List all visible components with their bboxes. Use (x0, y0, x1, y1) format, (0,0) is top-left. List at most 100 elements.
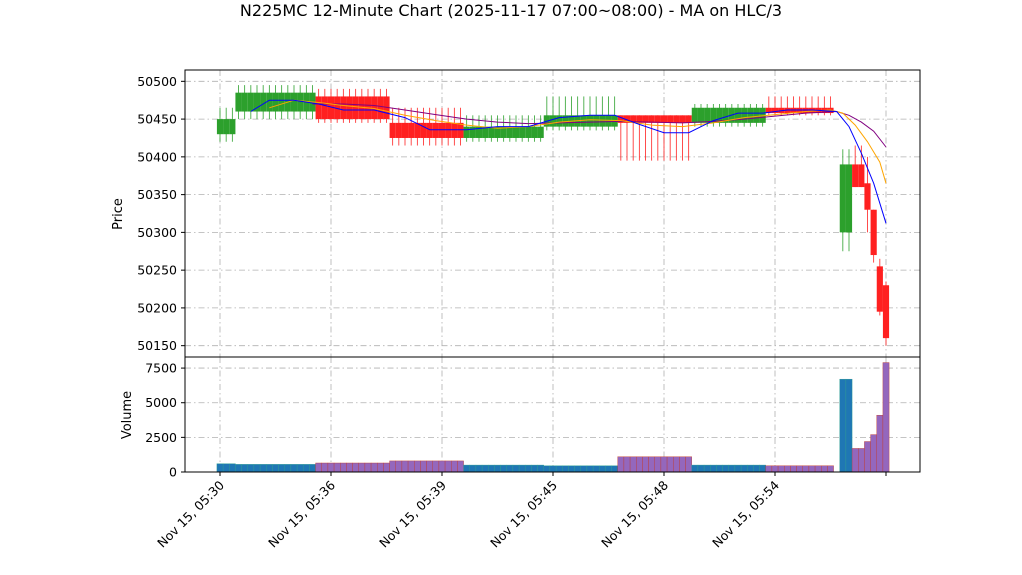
volume-bar (740, 464, 748, 473)
candle-body (475, 126, 483, 138)
candle-body (315, 96, 322, 120)
price-tick-label: 50200 (137, 300, 177, 315)
volume-bar (481, 464, 489, 473)
candle-body (586, 115, 594, 127)
candle-body (500, 126, 507, 138)
volume-bar (525, 464, 532, 473)
volume-bar (747, 464, 754, 473)
volume-bar (229, 463, 236, 473)
volume-bar (851, 448, 859, 473)
candle-body (346, 96, 353, 120)
volume-bar (426, 460, 433, 473)
volume-bar (679, 456, 686, 473)
volume-bar (222, 463, 230, 473)
candle-body (556, 115, 563, 127)
volume-bar (586, 465, 594, 473)
volume-bar (623, 456, 631, 473)
candle-body (469, 126, 476, 138)
volume-bar (364, 462, 372, 473)
candle-body (697, 107, 705, 123)
volume-bar (358, 462, 366, 473)
volume-bar (870, 434, 877, 473)
candle-body (580, 115, 587, 127)
candle-body (722, 107, 729, 123)
volume-bar (506, 464, 514, 473)
volume-bar (389, 460, 396, 473)
volume-bar (845, 378, 853, 473)
volume-bar (691, 464, 699, 473)
volume-bar (617, 456, 625, 473)
volume-bar (734, 464, 742, 473)
volume-bar (555, 465, 563, 473)
volume-bar (580, 465, 588, 473)
candle-body (414, 122, 421, 138)
x-tick-label: Nov 15, 05:36 (265, 477, 338, 550)
chart-title: N225MC 12-Minute Chart (2025-11-17 07:00… (240, 1, 782, 20)
candle-body (426, 122, 433, 138)
candle-body (562, 115, 569, 127)
candle-body (395, 122, 402, 138)
candle-body (845, 164, 853, 233)
volume-bar (673, 456, 680, 473)
volume-bar (333, 462, 341, 473)
volume-bar (290, 464, 298, 473)
volume-bar (266, 464, 273, 473)
volume-bar (642, 456, 649, 473)
volume-bar (821, 465, 828, 473)
volume-bar (512, 464, 520, 473)
volume-bar (278, 464, 285, 473)
volume-bar (666, 456, 674, 473)
price-tick-label: 50400 (137, 149, 177, 164)
candle-body (488, 126, 495, 138)
candle-body (858, 164, 865, 188)
volume-tick-label: 7500 (145, 361, 177, 376)
volume-bar (753, 464, 760, 473)
volume-bar (494, 464, 501, 473)
volume-bar (321, 462, 329, 473)
volume-bar (284, 464, 292, 473)
volume-bar (235, 464, 242, 473)
volume-bar (537, 464, 544, 473)
candle-body (327, 96, 335, 120)
candle-body (334, 96, 341, 120)
candle-body (617, 115, 624, 123)
candle-body (482, 126, 489, 138)
volume-bar (475, 464, 483, 473)
candle-body (216, 119, 224, 135)
x-tick-label: Nov 15, 05:48 (598, 477, 671, 550)
price-tick-label: 50500 (137, 74, 177, 89)
volume-bar (568, 465, 575, 473)
candle-body (636, 115, 643, 123)
volume-bar (383, 462, 390, 473)
candle-body (630, 115, 637, 123)
candle-body (660, 115, 668, 123)
volume-bar (518, 464, 526, 473)
candle-body (593, 115, 600, 127)
volume-bar (592, 465, 600, 473)
candle-body (506, 126, 513, 138)
x-tick-label: Nov 15, 05:45 (487, 478, 560, 551)
candle-body (408, 122, 415, 138)
candle-body (531, 126, 538, 138)
volume-bar (395, 460, 403, 473)
volume-bar (543, 465, 551, 473)
candle-body (278, 92, 285, 112)
candle-body (457, 122, 464, 138)
volume-bar (241, 464, 248, 473)
volume-bar (463, 464, 470, 473)
volume-bar (864, 441, 871, 473)
price-tick-label: 50250 (137, 263, 177, 278)
volume-bar (272, 464, 279, 473)
price-tick-label: 50350 (137, 187, 177, 202)
candle-body (445, 122, 452, 138)
candle-body (623, 115, 631, 123)
volume-bar (303, 464, 310, 473)
volume-axis-label: Volume (120, 391, 135, 439)
candle-body (839, 164, 846, 233)
candle-body (870, 209, 877, 256)
candle-body (679, 115, 686, 123)
volume-bar (253, 464, 261, 473)
x-axis: Nov 15, 05:30 Nov 15, 05:36 Nov 15, 05:39 N… (154, 472, 887, 551)
volume-bar (703, 464, 711, 473)
candle-body (864, 183, 871, 210)
